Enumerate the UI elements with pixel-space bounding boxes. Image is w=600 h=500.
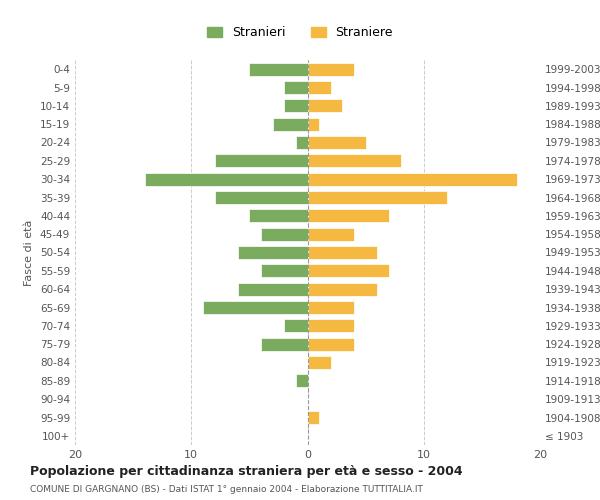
Bar [308, 356, 331, 369]
Bar [308, 210, 389, 222]
Bar [308, 154, 401, 167]
Bar [308, 301, 354, 314]
Bar [215, 154, 308, 167]
Bar [284, 320, 308, 332]
Bar [296, 136, 308, 149]
Bar [308, 411, 319, 424]
Bar [215, 191, 308, 204]
Bar [308, 338, 354, 350]
Bar [261, 338, 308, 350]
Bar [284, 100, 308, 112]
Bar [308, 264, 389, 277]
Bar [250, 63, 308, 76]
Bar [272, 118, 308, 130]
Bar [308, 118, 319, 130]
Bar [308, 100, 343, 112]
Bar [308, 63, 354, 76]
Bar [238, 246, 308, 259]
Text: COMUNE DI GARGNANO (BS) - Dati ISTAT 1° gennaio 2004 - Elaborazione TUTTITALIA.I: COMUNE DI GARGNANO (BS) - Dati ISTAT 1° … [30, 485, 423, 494]
Bar [308, 283, 377, 296]
Bar [308, 136, 365, 149]
Bar [261, 264, 308, 277]
Bar [203, 301, 308, 314]
Bar [296, 374, 308, 387]
Bar [238, 283, 308, 296]
Bar [308, 228, 354, 240]
Bar [250, 210, 308, 222]
Legend: Stranieri, Straniere: Stranieri, Straniere [202, 21, 398, 44]
Bar [308, 173, 517, 186]
Text: Popolazione per cittadinanza straniera per età e sesso - 2004: Popolazione per cittadinanza straniera p… [30, 465, 463, 478]
Bar [284, 81, 308, 94]
Bar [261, 228, 308, 240]
Bar [145, 173, 308, 186]
Bar [308, 81, 331, 94]
Bar [308, 191, 447, 204]
Bar [308, 246, 377, 259]
Bar [308, 320, 354, 332]
Y-axis label: Fasce di età: Fasce di età [25, 220, 34, 286]
